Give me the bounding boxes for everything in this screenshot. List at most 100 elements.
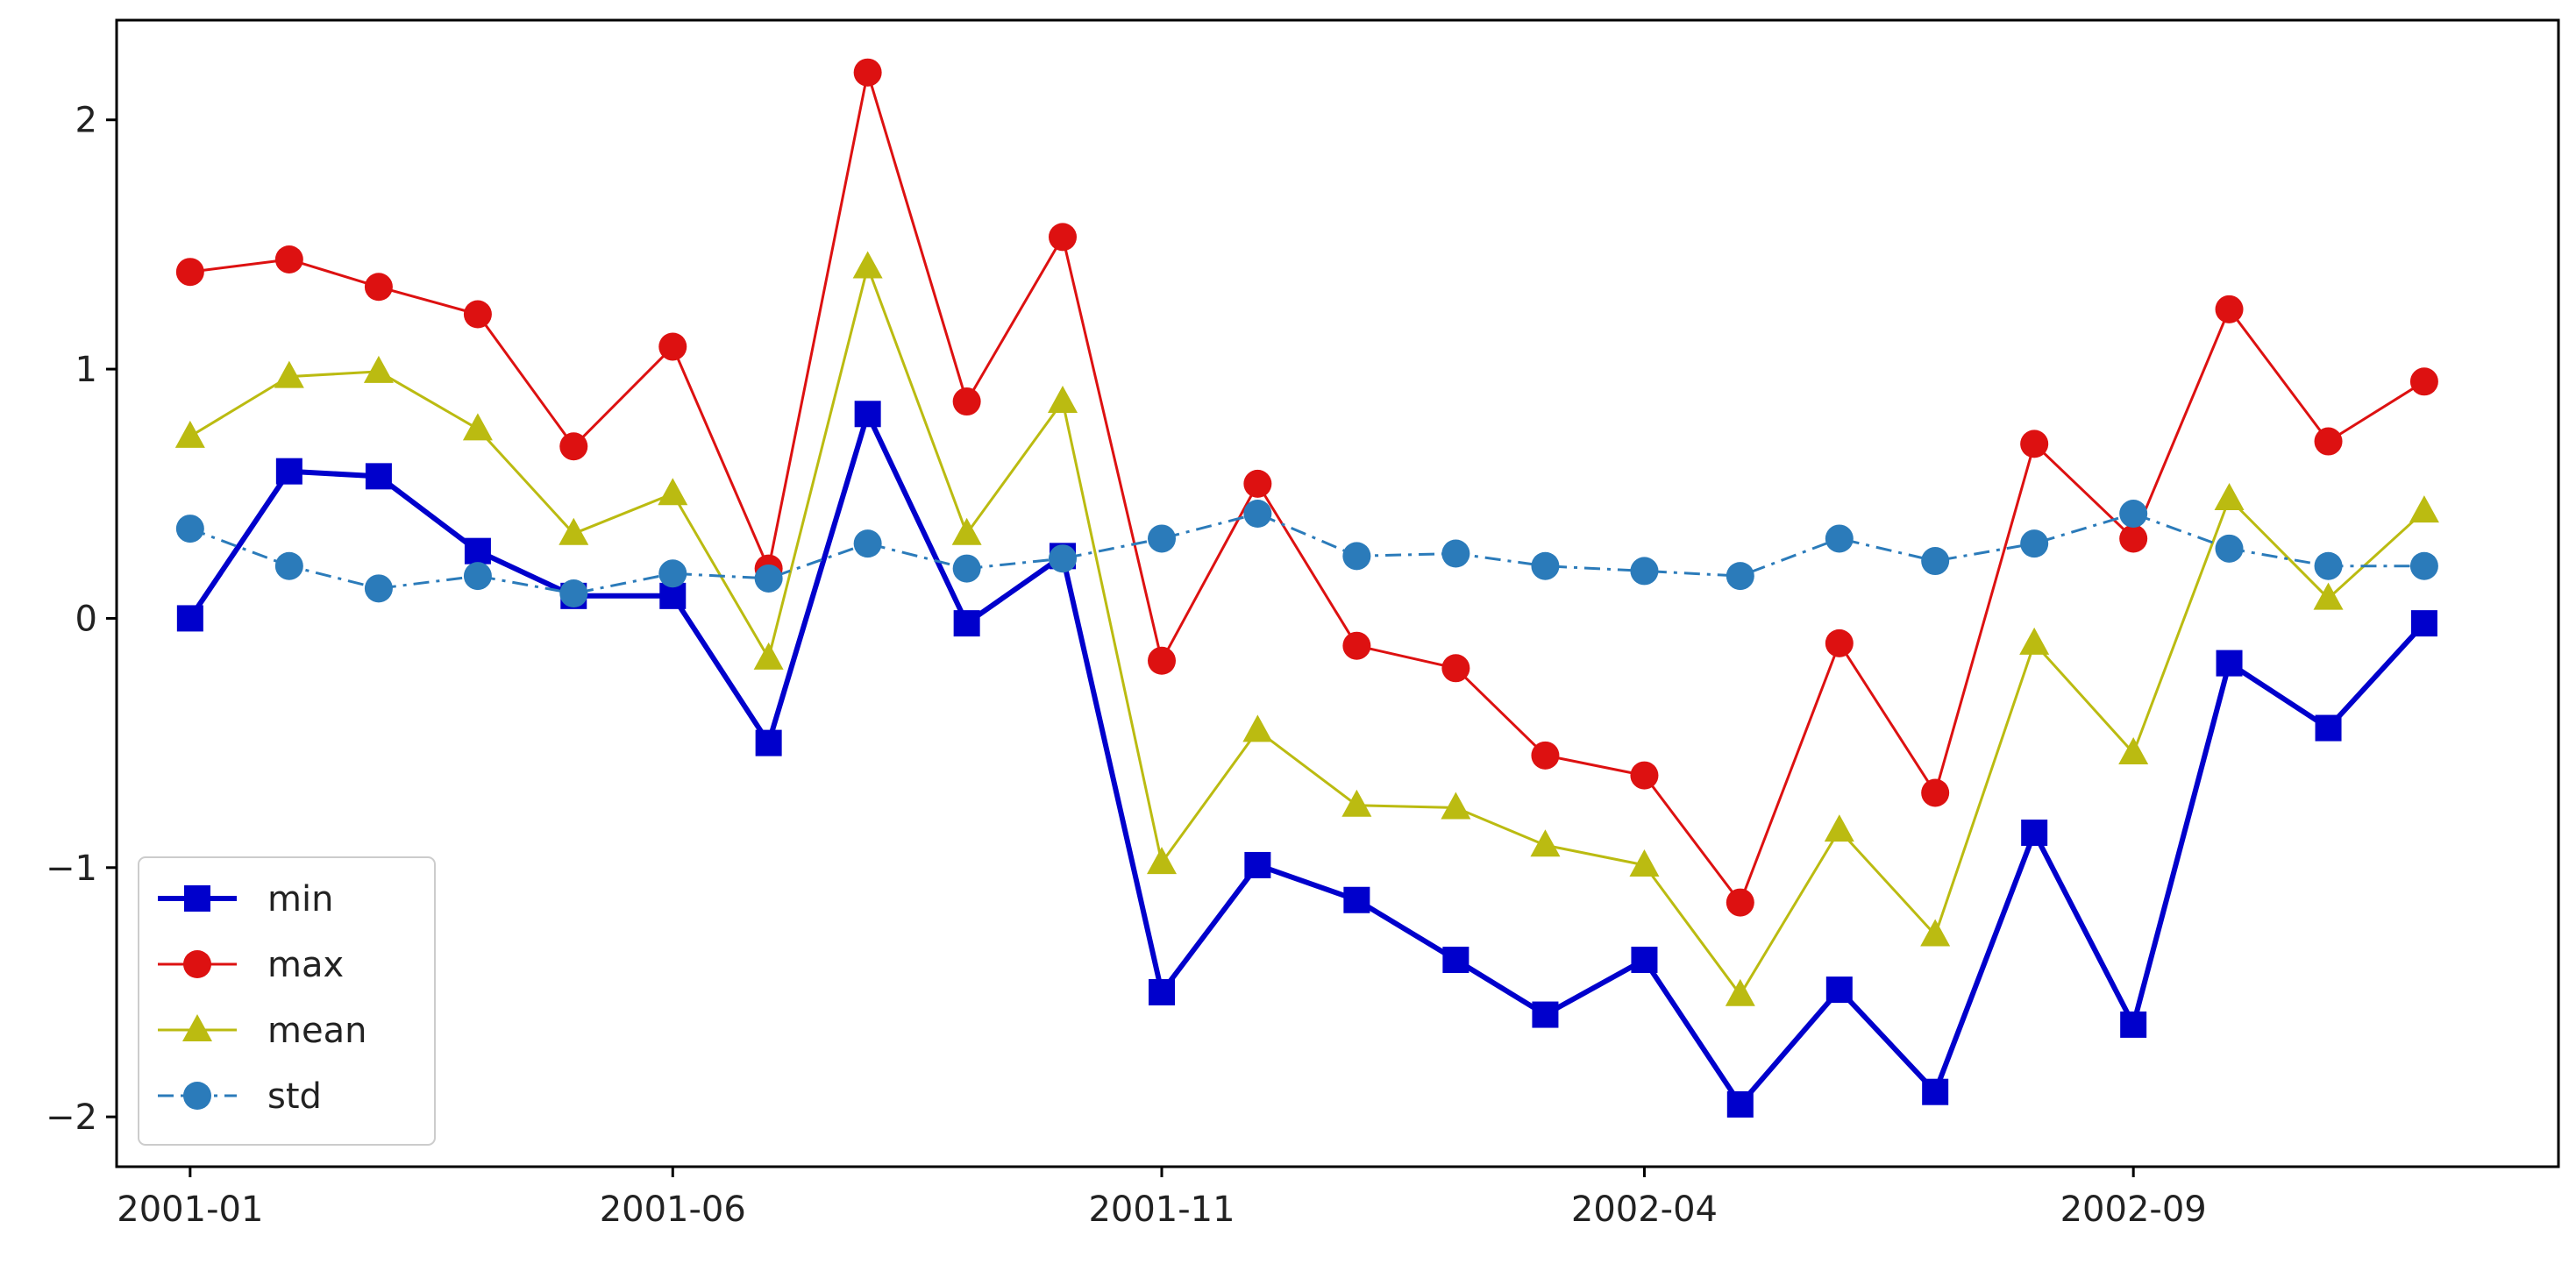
data-point-std xyxy=(754,564,783,593)
data-point-mean xyxy=(1242,714,1273,742)
data-point-mean xyxy=(1441,792,1471,820)
data-point-std xyxy=(2215,534,2244,563)
data-point-mean xyxy=(1629,849,1660,877)
data-point-mean xyxy=(1530,829,1561,857)
series-std xyxy=(175,500,2438,607)
data-point-max xyxy=(175,258,204,287)
legend-marker-mean xyxy=(182,1014,212,1041)
data-point-min xyxy=(2410,610,2437,637)
data-point-std xyxy=(1342,542,1371,571)
data-point-min xyxy=(365,463,392,490)
y-tick-label: 0 xyxy=(75,599,97,639)
data-point-min xyxy=(755,729,782,756)
data-point-mean xyxy=(2214,482,2245,510)
data-point-std xyxy=(2409,551,2438,580)
data-point-std xyxy=(1441,539,1470,568)
data-point-min xyxy=(1726,1090,1754,1118)
data-point-min xyxy=(2021,819,2048,846)
data-point-max xyxy=(1825,628,1854,657)
data-point-std xyxy=(274,551,303,580)
data-point-min xyxy=(176,605,203,632)
data-point-std xyxy=(1049,544,1078,573)
legend-marker-std xyxy=(183,1082,211,1110)
legend-box xyxy=(138,856,436,1146)
data-point-std xyxy=(2314,551,2343,580)
legend-label-max: max xyxy=(267,945,344,985)
data-point-mean xyxy=(1824,814,1854,842)
data-point-mean xyxy=(658,478,688,506)
legend-marker-max xyxy=(183,950,211,978)
data-point-max xyxy=(1243,469,1272,498)
y-tick-label: −2 xyxy=(46,1097,97,1138)
data-point-max xyxy=(1049,223,1078,252)
series-max xyxy=(175,58,2438,917)
data-point-max xyxy=(1630,761,1659,790)
data-point-min xyxy=(1922,1078,1949,1105)
data-point-std xyxy=(853,529,882,558)
x-tick-label: 2001-06 xyxy=(600,1189,746,1230)
data-point-max xyxy=(2119,524,2148,553)
data-point-max xyxy=(1441,654,1470,683)
series-layer xyxy=(174,58,2439,1118)
x-tick-label: 2001-11 xyxy=(1088,1189,1235,1230)
data-point-min xyxy=(1244,851,1271,878)
data-point-min xyxy=(1825,976,1853,1004)
data-point-min xyxy=(464,537,491,565)
data-point-mean xyxy=(559,517,589,545)
data-point-max xyxy=(2409,367,2438,396)
data-point-std xyxy=(1531,551,1560,580)
data-point-std xyxy=(559,579,588,607)
data-point-std xyxy=(1243,500,1272,529)
data-point-max xyxy=(1531,741,1560,770)
data-point-mean xyxy=(2118,736,2149,764)
y-tick-label: 1 xyxy=(75,350,97,390)
series-line-std xyxy=(189,512,2424,595)
legend-label-mean: mean xyxy=(267,1011,366,1051)
data-point-max xyxy=(952,387,981,416)
data-point-mean xyxy=(852,251,883,279)
data-point-std xyxy=(1148,524,1177,553)
data-point-min xyxy=(1631,946,1658,973)
data-point-max xyxy=(274,245,303,273)
data-point-min xyxy=(1149,978,1176,1005)
data-point-std xyxy=(952,554,981,583)
x-tick-label: 2001-01 xyxy=(117,1189,263,1230)
data-point-max xyxy=(364,273,393,302)
data-point-mean xyxy=(2019,627,2050,655)
data-point-mean xyxy=(1341,789,1372,817)
data-point-mean xyxy=(951,517,982,545)
series-line-max xyxy=(189,71,2425,905)
data-point-std xyxy=(1726,562,1754,591)
legend-label-min: min xyxy=(267,879,333,920)
data-point-max xyxy=(463,300,492,329)
data-point-min xyxy=(953,610,980,637)
series-line-min xyxy=(188,411,2427,1107)
data-point-mean xyxy=(753,642,784,670)
data-point-min xyxy=(2216,650,2243,677)
legend-marker-min xyxy=(184,885,210,912)
data-point-max xyxy=(2314,427,2343,456)
data-point-mean xyxy=(1725,978,1755,1006)
series-mean xyxy=(174,251,2439,1006)
data-point-std xyxy=(364,574,393,603)
data-point-std xyxy=(175,515,204,543)
series-line-mean xyxy=(189,266,2425,997)
y-tick-label: −1 xyxy=(46,849,97,889)
data-point-std xyxy=(1630,557,1659,586)
data-point-std xyxy=(1921,547,1950,576)
data-point-std xyxy=(463,562,492,591)
data-point-max xyxy=(559,432,588,461)
data-point-max xyxy=(2020,430,2049,458)
data-point-mean xyxy=(1048,386,1078,414)
legend: min max mean std xyxy=(138,856,436,1146)
data-point-std xyxy=(2020,529,2049,558)
x-tick-label: 2002-09 xyxy=(2060,1189,2207,1230)
data-point-min xyxy=(854,401,881,428)
data-point-min xyxy=(1442,946,1469,973)
data-point-std xyxy=(1825,524,1854,553)
plot-frame xyxy=(115,18,2560,1168)
data-point-min xyxy=(1532,1001,1559,1028)
data-point-mean xyxy=(2313,582,2344,610)
axis-ticks: 2 1 0 −1 −2 2001-01 2001-06 2001-11 2002-04 2002-… xyxy=(46,101,2207,1230)
